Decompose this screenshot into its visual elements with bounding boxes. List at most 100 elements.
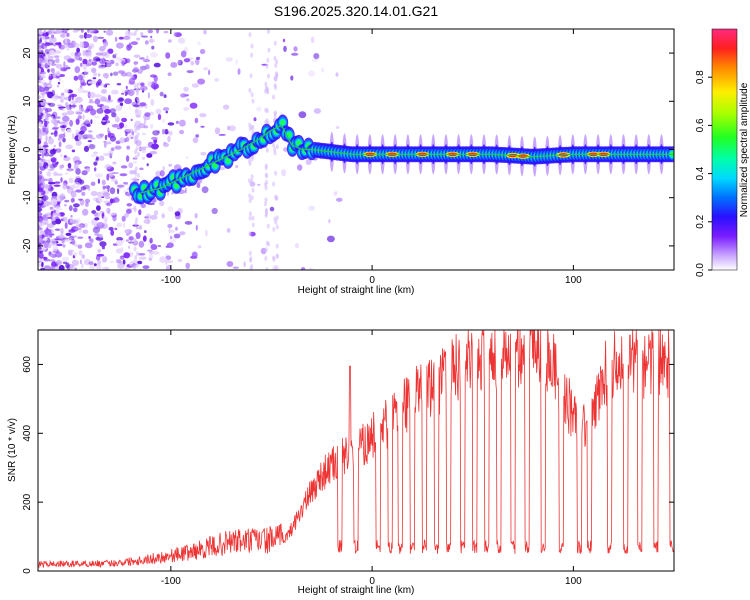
heatmap-noise-cell xyxy=(66,185,70,190)
heatmap-noise-cell xyxy=(102,266,110,270)
heatmap-noise-cell xyxy=(186,70,194,74)
heatmap-noise-cell xyxy=(60,227,64,235)
heatmap-noise-cell xyxy=(107,185,110,193)
heatmap-noise-cell xyxy=(136,37,141,41)
heatmap-noise-cell xyxy=(129,75,135,79)
x-tick-label: 0 xyxy=(369,275,375,286)
heatmap-noise-cell xyxy=(95,52,104,56)
heatmap-noise-cell xyxy=(113,71,119,76)
y-tick-label: -20 xyxy=(22,238,33,253)
heatmap-noise-cell xyxy=(144,230,147,234)
heatmap-streak-cell xyxy=(135,90,139,96)
heatmap-noise-cell xyxy=(203,29,207,35)
heatmap-noise-cell xyxy=(38,154,42,156)
heatmap-noise-cell xyxy=(109,187,116,195)
heatmap-streak-cell xyxy=(248,88,252,93)
heatmap-noise-cell xyxy=(163,142,169,148)
heatmap-noise-cell xyxy=(226,261,234,267)
colorbar-label: Normalized spectral amplitude xyxy=(739,82,750,217)
heatmap-noise-cell xyxy=(135,232,141,240)
heatmap-streak-cell xyxy=(275,224,279,230)
heatmap-streak-cell xyxy=(250,178,254,184)
heatmap-noise-cell xyxy=(51,95,58,102)
heatmap-noise-cell xyxy=(90,181,96,186)
heatmap-noise-cell xyxy=(142,265,150,269)
heatmap-noise-cell xyxy=(293,46,298,52)
heatmap-noise-cell xyxy=(100,83,104,87)
heatmap-noise-cell xyxy=(76,161,79,166)
heatmap-noise-cell xyxy=(116,42,124,49)
heatmap-noise-cell xyxy=(53,265,60,270)
heatmap-noise-cell xyxy=(49,259,56,262)
heatmap-noise-cell xyxy=(79,34,84,39)
heatmap-noise-cell xyxy=(55,31,62,34)
snr-x-label: Height of straight line (km) xyxy=(298,585,415,596)
heatmap-noise-cell xyxy=(70,197,75,203)
heatmap-noise-cell xyxy=(97,73,101,77)
heatmap-noise-cell xyxy=(68,229,76,233)
heatmap-streak-cell xyxy=(274,170,278,176)
heatmap-noise-cell xyxy=(143,119,147,125)
heatmap-noise-cell xyxy=(123,252,131,259)
heatmap-noise-cell xyxy=(38,128,42,133)
heatmap-streak-cell xyxy=(133,264,137,270)
heatmap-streak-cell xyxy=(248,193,252,199)
heatmap-ridge-cell xyxy=(286,132,292,138)
heatmap-noise-cell xyxy=(214,127,221,135)
heatmap-noise-cell xyxy=(167,72,172,76)
heatmap-noise-cell xyxy=(62,43,69,49)
heatmap-noise-cell xyxy=(197,41,201,46)
heatmap-noise-cell xyxy=(100,51,108,56)
heatmap-noise-cell xyxy=(96,108,104,114)
heatmap-noise-cell xyxy=(87,45,92,50)
heatmap-noise-cell xyxy=(111,172,119,174)
heatmap-noise-cell xyxy=(84,222,88,228)
heatmap-noise-cell xyxy=(163,30,169,34)
heatmap-noise-cell xyxy=(104,217,108,224)
heatmap-noise-cell xyxy=(38,80,41,84)
heatmap-streak-cell xyxy=(136,151,140,157)
heatmap-ridge-cell xyxy=(280,120,286,125)
heatmap-noise-cell xyxy=(201,186,209,194)
heatmap-noise-cell xyxy=(149,38,154,43)
heatmap-noise-cell xyxy=(122,89,128,92)
heatmap-noise-cell xyxy=(80,126,87,132)
heatmap-noise-cell xyxy=(67,162,72,169)
heatmap-streak-cell xyxy=(265,63,269,69)
heatmap-y-ticks: -20 -10 0 10 20 xyxy=(22,47,674,253)
heatmap-noise-cell xyxy=(44,234,50,238)
heatmap-noise-cell xyxy=(142,235,147,242)
heatmap-noise-cell xyxy=(52,245,58,252)
heatmap-noise-cell xyxy=(54,55,60,58)
heatmap-x-ticks: -100 0 100 xyxy=(161,29,582,286)
heatmap-noise-cell xyxy=(52,215,55,219)
heatmap-noise-cell xyxy=(126,233,130,236)
heatmap-noise-cell xyxy=(92,56,101,62)
heatmap-streak-cell xyxy=(251,187,255,193)
heatmap-noise-cell xyxy=(44,120,48,128)
heatmap-noise-cell xyxy=(151,136,158,140)
heatmap-noise-cell xyxy=(164,128,169,135)
heatmap-noise-cell xyxy=(63,155,67,158)
heatmap-noise-cell xyxy=(39,147,42,154)
heatmap-streak-cell xyxy=(264,119,268,125)
heatmap-noise-cell xyxy=(117,70,125,74)
heatmap-noise-cell xyxy=(93,115,100,119)
heatmap-noise-cell xyxy=(103,30,106,33)
heatmap-noise-cell xyxy=(125,208,132,214)
heatmap-streak-cell xyxy=(135,136,139,142)
heatmap-noise-cell xyxy=(208,69,211,76)
heatmap-noise-cell xyxy=(41,195,49,201)
heatmap-streak-cell xyxy=(248,231,252,237)
heatmap-noise-cell xyxy=(62,216,68,222)
heatmap-noise-cell xyxy=(53,119,58,127)
heatmap-noise-cell xyxy=(38,175,41,183)
heatmap-streak-cell xyxy=(275,59,279,65)
heatmap-noise-cell xyxy=(42,147,46,154)
heatmap-noise-cell xyxy=(38,192,41,197)
heatmap-noise-cell xyxy=(93,212,101,218)
heatmap-noise-cell xyxy=(173,31,177,37)
heatmap-noise-cell xyxy=(74,267,77,270)
heatmap-noise-cell xyxy=(44,184,50,189)
